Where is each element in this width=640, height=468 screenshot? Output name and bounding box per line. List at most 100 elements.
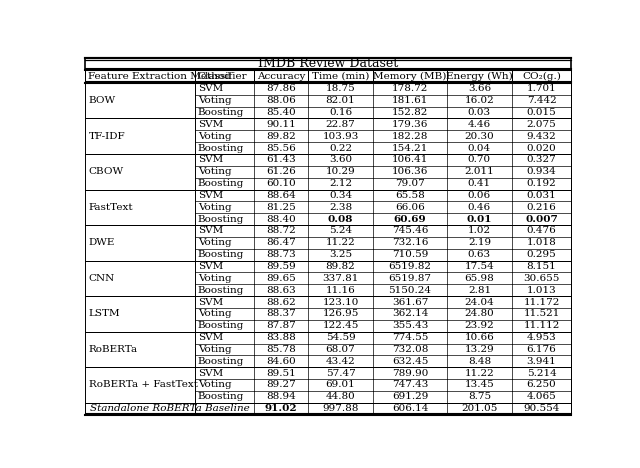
Text: 9.432: 9.432: [527, 132, 556, 141]
Text: 82.01: 82.01: [326, 96, 355, 105]
Text: 152.82: 152.82: [392, 108, 428, 117]
Text: 89.82: 89.82: [266, 132, 296, 141]
Text: 23.92: 23.92: [465, 321, 494, 330]
Text: 8.48: 8.48: [468, 357, 491, 366]
Bar: [84, 118, 572, 154]
Text: Boosting: Boosting: [198, 392, 244, 402]
Text: DWE: DWE: [88, 238, 115, 247]
Text: 20.30: 20.30: [465, 132, 494, 141]
Text: Accuracy: Accuracy: [257, 72, 305, 81]
Text: 691.29: 691.29: [392, 392, 428, 402]
Text: 69.01: 69.01: [326, 380, 355, 389]
Text: 91.02: 91.02: [265, 404, 298, 413]
Text: 11.16: 11.16: [326, 286, 355, 295]
Text: 86.47: 86.47: [266, 238, 296, 247]
Text: 789.90: 789.90: [392, 369, 428, 378]
Bar: [84, 403, 572, 415]
Text: Voting: Voting: [198, 238, 232, 247]
Text: 632.45: 632.45: [392, 357, 428, 366]
Bar: [84, 154, 572, 190]
Text: 1.02: 1.02: [468, 227, 491, 235]
Text: Boosting: Boosting: [198, 321, 244, 330]
Text: 89.65: 89.65: [266, 274, 296, 283]
Text: 17.54: 17.54: [465, 262, 494, 271]
Text: 2.19: 2.19: [468, 238, 491, 247]
Text: Memory (MB): Memory (MB): [373, 72, 447, 81]
Text: 43.42: 43.42: [326, 357, 355, 366]
Text: 4.065: 4.065: [527, 392, 556, 402]
Text: 2.011: 2.011: [465, 167, 494, 176]
Text: 0.34: 0.34: [329, 191, 352, 200]
Bar: [84, 332, 572, 367]
Text: Voting: Voting: [198, 274, 232, 283]
Text: 10.66: 10.66: [465, 333, 494, 342]
Text: Boosting: Boosting: [198, 357, 244, 366]
Text: 337.81: 337.81: [323, 274, 358, 283]
Text: 66.06: 66.06: [395, 203, 425, 212]
Text: SVM: SVM: [198, 155, 223, 164]
Text: FastText: FastText: [88, 203, 133, 212]
Text: 732.08: 732.08: [392, 345, 428, 354]
Text: 2.12: 2.12: [329, 179, 352, 188]
Bar: [84, 296, 572, 332]
Text: 0.04: 0.04: [468, 144, 491, 153]
Text: 8.151: 8.151: [527, 262, 556, 271]
Text: 1.018: 1.018: [527, 238, 556, 247]
Text: 6.176: 6.176: [527, 345, 556, 354]
Text: 0.020: 0.020: [527, 144, 556, 153]
Text: 88.37: 88.37: [266, 309, 296, 318]
Text: 61.26: 61.26: [266, 167, 296, 176]
Text: 3.66: 3.66: [468, 84, 491, 93]
Text: 4.953: 4.953: [527, 333, 556, 342]
Text: Voting: Voting: [198, 345, 232, 354]
Text: RoBERTa + FastText: RoBERTa + FastText: [88, 380, 198, 389]
Text: SVM: SVM: [198, 191, 223, 200]
Text: 0.41: 0.41: [468, 179, 491, 188]
Text: 2.81: 2.81: [468, 286, 491, 295]
Text: SVM: SVM: [198, 333, 223, 342]
Text: 732.16: 732.16: [392, 238, 428, 247]
Text: 6519.82: 6519.82: [388, 262, 431, 271]
Text: 182.28: 182.28: [392, 132, 428, 141]
Text: 0.16: 0.16: [329, 108, 352, 117]
Text: CBOW: CBOW: [88, 167, 124, 176]
Text: 3.25: 3.25: [329, 250, 352, 259]
Text: 11.22: 11.22: [465, 369, 494, 378]
Text: 44.80: 44.80: [326, 392, 355, 402]
Text: 0.63: 0.63: [468, 250, 491, 259]
Text: 997.88: 997.88: [323, 404, 358, 413]
Text: 2.075: 2.075: [527, 120, 556, 129]
Bar: [84, 58, 572, 70]
Text: Boosting: Boosting: [198, 179, 244, 188]
Text: Voting: Voting: [198, 96, 232, 105]
Text: Boosting: Boosting: [198, 250, 244, 259]
Text: 13.45: 13.45: [465, 380, 494, 389]
Text: 88.62: 88.62: [266, 298, 296, 307]
Text: 106.41: 106.41: [392, 155, 428, 164]
Text: 106.36: 106.36: [392, 167, 428, 176]
Text: 201.05: 201.05: [461, 404, 497, 413]
Text: Boosting: Boosting: [198, 286, 244, 295]
Text: 4.46: 4.46: [468, 120, 491, 129]
Text: 11.112: 11.112: [524, 321, 560, 330]
Text: 6.250: 6.250: [527, 380, 556, 389]
Text: 30.655: 30.655: [524, 274, 560, 283]
Text: SVM: SVM: [198, 262, 223, 271]
Text: 154.21: 154.21: [392, 144, 428, 153]
Bar: [84, 225, 572, 261]
Text: 1.013: 1.013: [527, 286, 556, 295]
Text: Voting: Voting: [198, 203, 232, 212]
Text: 606.14: 606.14: [392, 404, 428, 413]
Text: 5150.24: 5150.24: [388, 286, 431, 295]
Text: 60.69: 60.69: [394, 215, 426, 224]
Text: 85.78: 85.78: [266, 345, 296, 354]
Text: 1.701: 1.701: [527, 84, 556, 93]
Text: 747.43: 747.43: [392, 380, 428, 389]
Text: 0.007: 0.007: [525, 215, 558, 224]
Text: 126.95: 126.95: [323, 309, 358, 318]
Text: 88.06: 88.06: [266, 96, 296, 105]
Text: 18.75: 18.75: [326, 84, 355, 93]
Text: 87.87: 87.87: [266, 321, 296, 330]
Text: 88.72: 88.72: [266, 227, 296, 235]
Text: CO₂(g.): CO₂(g.): [522, 72, 561, 81]
